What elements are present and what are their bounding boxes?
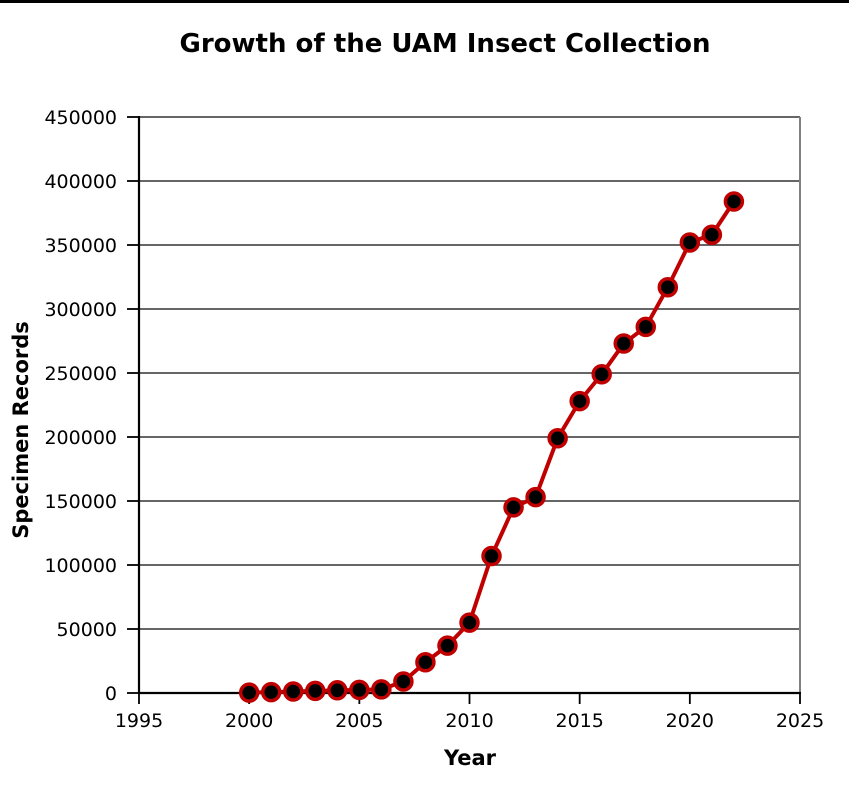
- data-point-marker: [503, 497, 524, 518]
- x-tick-label: 2005: [335, 710, 383, 732]
- data-point-marker: [305, 680, 326, 702]
- data-point-marker: [657, 276, 679, 298]
- y-tick-label: 450000: [44, 107, 117, 129]
- y-tick-label: 400000: [44, 171, 117, 193]
- chart-title: Growth of the UAM Insect Collection: [179, 29, 711, 59]
- y-tick-label: 200000: [44, 427, 117, 449]
- data-point-marker: [591, 364, 612, 385]
- data-point-marker: [679, 232, 701, 253]
- y-tick-label: 50000: [57, 619, 117, 641]
- top-border-line: [0, 0, 849, 3]
- y-tick-label: 150000: [44, 491, 117, 513]
- x-tick-label: 2025: [776, 710, 824, 732]
- y-tick-label: 0: [105, 683, 117, 705]
- y-tick-label: 300000: [44, 299, 117, 321]
- data-point-marker: [481, 545, 502, 567]
- data-point-marker: [569, 390, 590, 412]
- data-point-marker: [701, 224, 723, 246]
- data-point-marker: [260, 681, 282, 703]
- data-point-marker: [327, 680, 348, 701]
- y-tick-label: 350000: [44, 235, 117, 257]
- data-point-marker: [349, 679, 370, 701]
- data-series-line: [249, 200, 736, 695]
- data-point-marker: [547, 428, 568, 449]
- data-point-marker: [459, 612, 480, 633]
- data-point-marker: [613, 333, 634, 354]
- data-point-marker: [282, 681, 304, 702]
- y-tick-label: 250000: [44, 363, 117, 385]
- x-tick-label: 2000: [225, 710, 273, 732]
- data-point-marker: [437, 635, 458, 656]
- data-point-marker: [238, 682, 260, 703]
- y-tick-label: 100000: [44, 555, 117, 577]
- data-point-marker: [723, 191, 745, 212]
- x-tick-label: 2015: [555, 710, 603, 732]
- data-point-marker: [393, 671, 414, 692]
- x-tick-label: 2010: [445, 710, 493, 732]
- data-point-marker: [415, 652, 436, 673]
- x-axis-title: Year: [443, 746, 497, 770]
- data-point-marker: [525, 486, 546, 508]
- x-tick-label: 2020: [666, 710, 714, 732]
- data-point-marker: [635, 316, 657, 338]
- data-point-marker: [371, 679, 392, 700]
- x-tick-label: 1995: [115, 710, 163, 732]
